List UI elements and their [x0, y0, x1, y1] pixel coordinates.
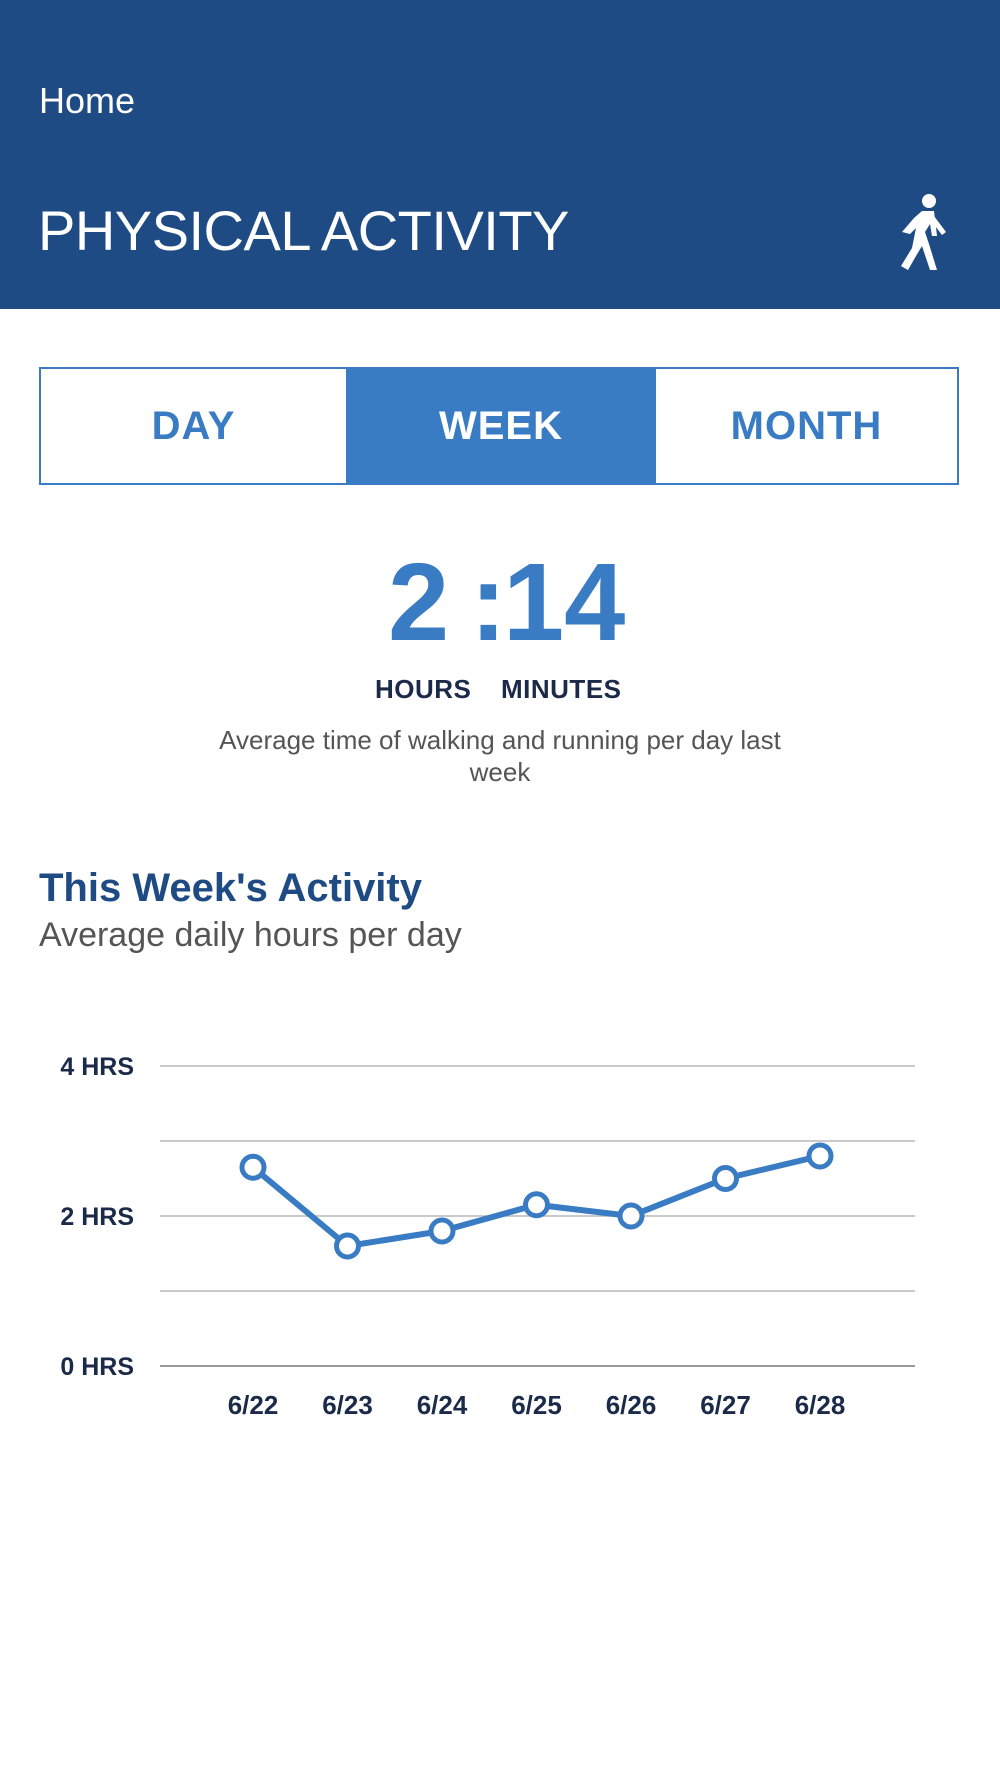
x-tick-label: 6/26 — [606, 1390, 657, 1420]
y-tick-label: 4 HRS — [60, 1053, 134, 1081]
x-tick-label: 6/24 — [417, 1390, 468, 1420]
x-tick-label: 6/27 — [700, 1390, 751, 1420]
page-title: PHYSICAL ACTIVITY — [38, 199, 569, 262]
y-tick-label: 2 HRS — [60, 1203, 134, 1231]
data-point — [523, 1191, 550, 1219]
data-point — [617, 1202, 645, 1230]
tab-month[interactable]: MONTH — [730, 403, 883, 448]
section-title: This Week's Activity — [39, 866, 422, 910]
hours-label: HOURS — [375, 674, 472, 704]
data-point — [428, 1217, 456, 1245]
tab-week[interactable]: WEEK — [346, 369, 656, 483]
data-point — [239, 1153, 267, 1181]
x-tick-label: 6/23 — [322, 1390, 373, 1420]
x-tick-label: 6/25 — [511, 1390, 562, 1420]
data-point — [334, 1232, 361, 1260]
walking-person-icon — [901, 194, 946, 270]
tab-day[interactable]: DAY — [151, 403, 236, 448]
x-tick-label: 6/22 — [228, 1390, 279, 1420]
minutes-value: 14 — [503, 541, 626, 664]
time-separator: : — [470, 541, 507, 664]
minutes-label: MINUTES — [501, 674, 622, 704]
data-point — [712, 1165, 739, 1192]
hours-value: 2 — [388, 541, 450, 664]
x-tick-label: 6/28 — [795, 1390, 846, 1420]
activity-line-chart: 0 HRS 2 HRS 4 HRS 6/22 6/23 6/24 6/25 6/26 6/27 6… — [60, 1053, 915, 1420]
y-tick-label: 0 HRS — [60, 1353, 134, 1381]
home-link[interactable]: Home — [39, 80, 136, 121]
data-point — [806, 1142, 834, 1170]
app-header: Home PHYSICAL ACTIVITY — [0, 0, 1000, 309]
average-description: Average time of walking and running per … — [219, 725, 781, 787]
section-subtitle: Average daily hours per day — [39, 916, 462, 954]
period-segmented-control: DAY WEEK MONTH — [39, 367, 959, 485]
